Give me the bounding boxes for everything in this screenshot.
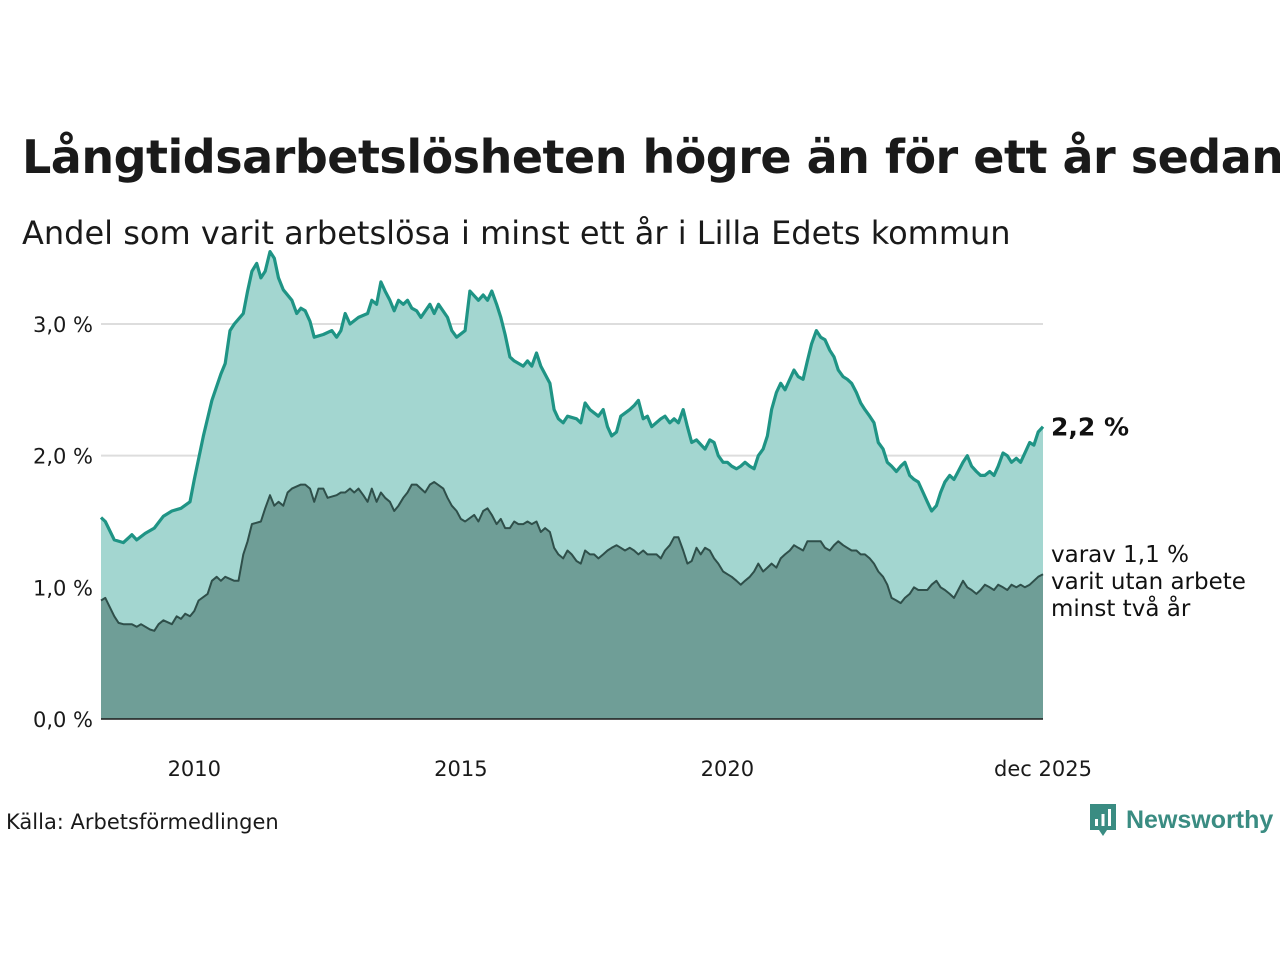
x-tick-label: dec 2025 — [994, 757, 1092, 781]
source-note: Källa: Arbetsförmedlingen — [6, 810, 279, 834]
upper-end-label: 2,2 % — [1051, 413, 1129, 442]
x-tick-label: 2020 — [701, 757, 754, 781]
x-axis-ticks: 2010 2015 2020 dec 2025 — [168, 757, 1092, 781]
chart-subtitle: Andel som varit arbetslösa i minst ett å… — [22, 214, 1011, 252]
y-axis-ticks: 0,0 % 1,0 % 2,0 % 3,0 % — [33, 313, 93, 732]
line-two-year-unemployed — [100, 481, 1044, 632]
y-tick-label: 0,0 % — [33, 708, 93, 732]
area-two-year-unemployed — [101, 482, 1043, 719]
newsworthy-chart-icon — [1090, 804, 1116, 836]
y-tick-label: 2,0 % — [33, 445, 93, 469]
chart-title: Långtidsarbetslösheten högre än för ett … — [22, 130, 1280, 184]
newsworthy-logo[interactable]: Newsworthy — [1088, 802, 1273, 838]
x-tick-label: 2010 — [168, 757, 221, 781]
line-long-term-unemployed — [99, 250, 1045, 545]
y-tick-label: 1,0 % — [33, 576, 93, 600]
y-tick-label: 3,0 % — [33, 313, 93, 337]
lower-end-label-line-3: minst två år — [1051, 594, 1191, 622]
brand-name: Newsworthy — [1126, 805, 1274, 834]
lower-end-label-line-2: varit utan arbete — [1051, 569, 1246, 595]
lower-end-label-line-1: varav 1,1 % — [1051, 542, 1189, 568]
x-tick-label: 2015 — [434, 757, 487, 781]
